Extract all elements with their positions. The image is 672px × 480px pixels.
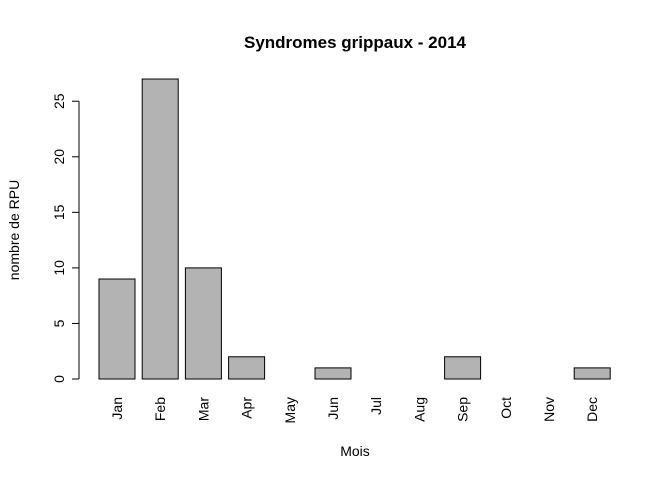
x-tick-label-jun: Jun: [325, 397, 341, 420]
bar-apr: [228, 356, 266, 380]
x-tick-label-mar: Mar: [195, 397, 211, 421]
x-tick-labels: Jan Feb Mar Apr May Jun Jul Aug Sep Oct Nov Dec: [109, 397, 600, 424]
bars: [98, 78, 611, 380]
y-tick-label: 0: [51, 375, 67, 383]
bar-dec: [573, 367, 611, 380]
x-tick-label-may: May: [282, 397, 298, 423]
bar-mar: [184, 267, 222, 380]
y-tick-label: 25: [51, 93, 67, 109]
x-tick-label-sep: Sep: [455, 397, 471, 422]
x-tick-label-jul: Jul: [368, 397, 384, 415]
bar-jan: [98, 278, 136, 380]
x-tick-label-apr: Apr: [239, 397, 255, 419]
chart-title: Syndromes grippaux - 2014: [244, 33, 467, 52]
x-tick-label-aug: Aug: [411, 397, 427, 422]
x-tick-label-feb: Feb: [152, 397, 168, 421]
bar-feb: [141, 78, 179, 380]
y-tick-label: 15: [51, 204, 67, 220]
bar-jun: [314, 367, 352, 380]
y-axis: 0 5 10 15 20 25: [51, 93, 80, 383]
x-tick-label-oct: Oct: [498, 397, 514, 419]
y-tick-label: 10: [51, 260, 67, 276]
y-tick-label: 20: [51, 149, 67, 165]
x-tick-label-nov: Nov: [541, 397, 557, 422]
x-tick-label-jan: Jan: [109, 397, 125, 420]
y-axis-label: nombre de RPU: [6, 180, 22, 280]
x-axis-label: Mois: [340, 443, 370, 459]
y-tick-label: 5: [51, 319, 67, 327]
bar-sep: [444, 356, 482, 380]
x-tick-label-dec: Dec: [584, 397, 600, 422]
